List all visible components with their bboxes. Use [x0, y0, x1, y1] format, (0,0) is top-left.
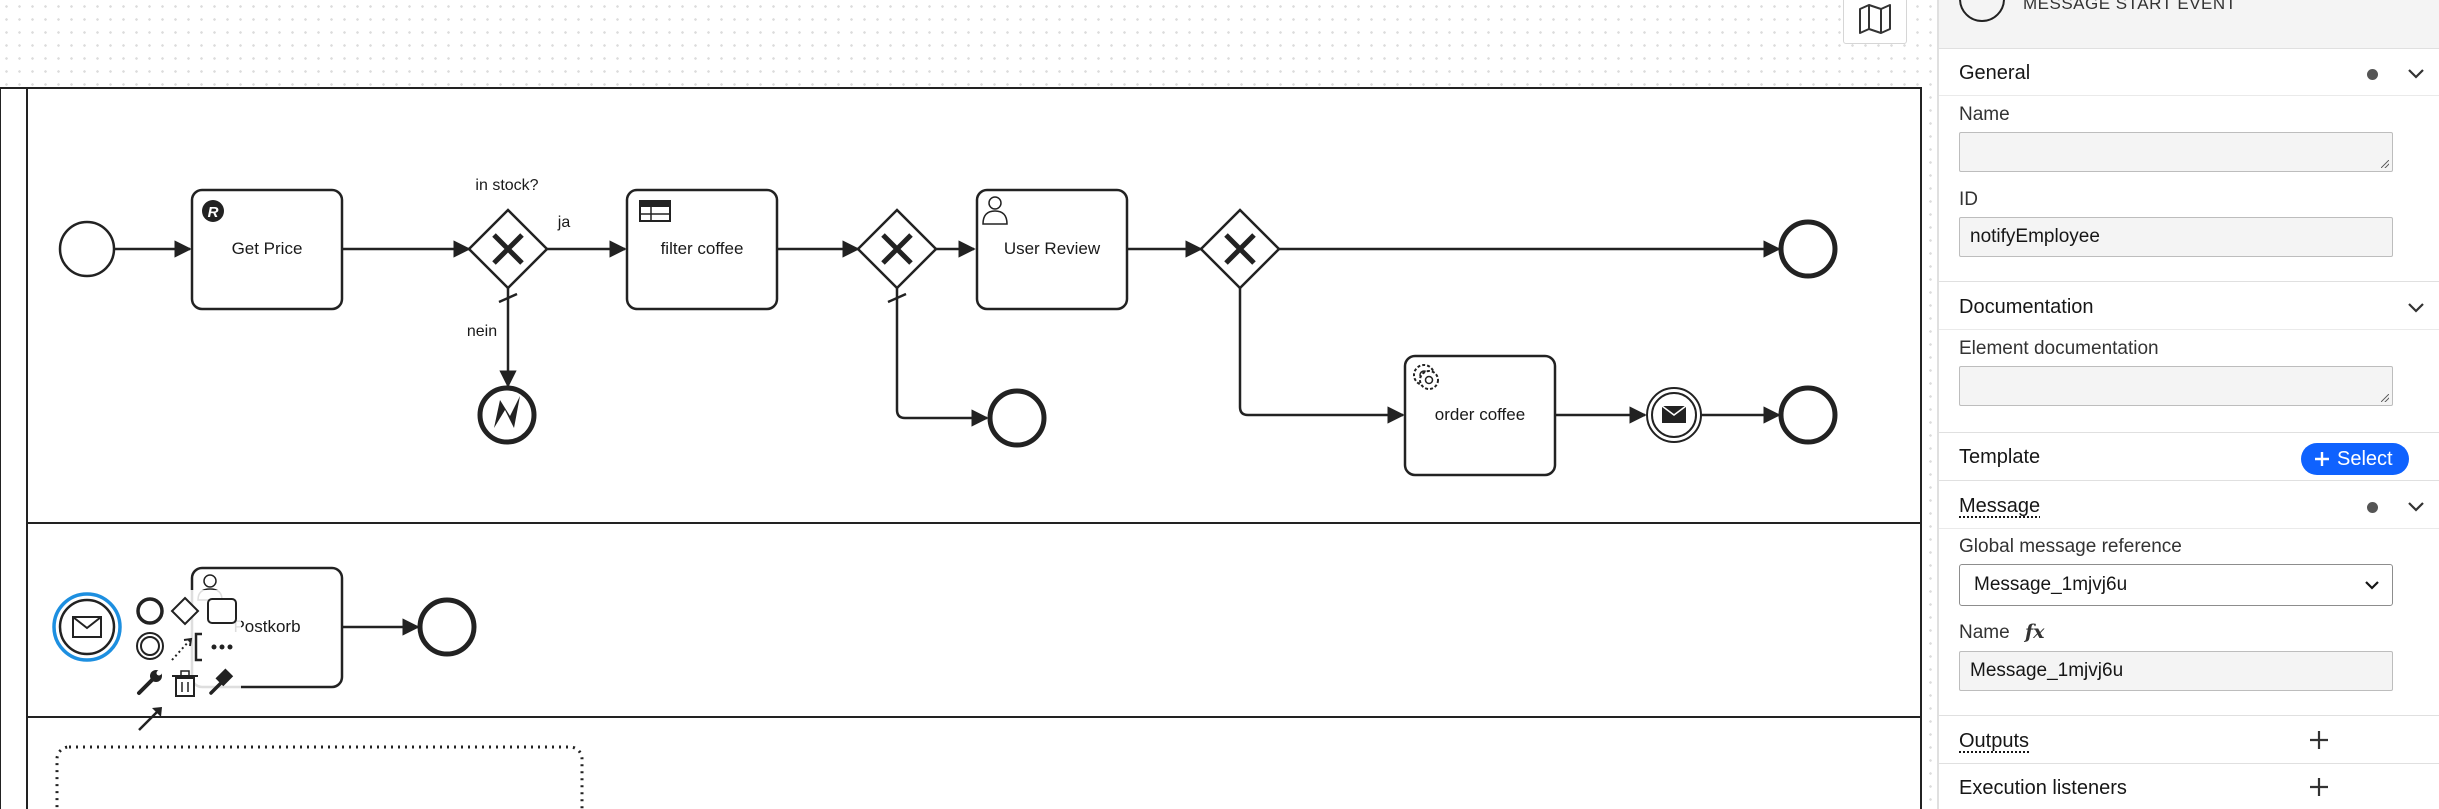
id-field[interactable]: notifyEmployee: [1959, 217, 2393, 257]
default-flow-marker: [887, 292, 907, 304]
connect-arrow-icon[interactable]: [138, 707, 162, 731]
exclusive-x-icon: [881, 233, 913, 265]
add-execution-listener-icon[interactable]: [2307, 775, 2331, 799]
envelope-icon: [1661, 405, 1687, 423]
exclusive-x-icon: [1224, 233, 1256, 265]
default-flow-marker: [498, 292, 518, 304]
template-select-label: Select: [2337, 448, 2393, 470]
template-select-button[interactable]: Select: [2301, 443, 2409, 475]
id-label: ID: [1959, 189, 1978, 210]
task-user-review[interactable]: User Review: [975, 188, 1129, 311]
sequence-flow[interactable]: [895, 288, 989, 427]
minimap-toggle[interactable]: [1843, 0, 1907, 44]
element-documentation-label: Element documentation: [1959, 338, 2159, 359]
business-rule-icon: R: [202, 200, 224, 222]
user-icon: [982, 196, 1008, 225]
divider: [1939, 432, 2439, 433]
group-title: Outputs: [1959, 730, 2030, 752]
error-icon: [494, 396, 520, 428]
sequence-flow[interactable]: [1238, 288, 1405, 424]
flow-label-no: nein: [467, 323, 497, 340]
message-name-field[interactable]: Message_1mjvj6u: [1959, 651, 2393, 691]
task-label: Get Price: [232, 239, 303, 258]
map-icon: [1859, 4, 1891, 34]
group-title: Message: [1959, 495, 2041, 517]
connect-icon[interactable]: [171, 637, 193, 661]
gateway-label: in stock?: [475, 177, 538, 194]
data-marker-icon: [2367, 502, 2378, 513]
end-event-2[interactable]: [987, 388, 1047, 448]
chevron-down-icon[interactable]: [2405, 296, 2427, 318]
add-output-icon[interactable]: [2307, 728, 2331, 752]
name-label: Name: [1959, 104, 2010, 125]
group-title: General: [1959, 62, 2031, 84]
more-icon[interactable]: [211, 644, 233, 650]
template-label: Template: [1959, 446, 2041, 468]
chevron-down-icon[interactable]: [2405, 495, 2427, 517]
append-end-event-icon[interactable]: [136, 597, 164, 625]
gear-icon: [1413, 364, 1439, 390]
name-field[interactable]: [1959, 132, 2393, 172]
task-order-coffee[interactable]: order coffee: [1403, 354, 1557, 477]
message-name-label-text: Name: [1959, 622, 2010, 643]
group-message-header[interactable]: Message: [1939, 483, 2439, 529]
wrench-icon[interactable]: [137, 670, 162, 695]
task-label: filter coffee: [661, 239, 744, 258]
end-event-lane2[interactable]: [417, 597, 477, 657]
trash-icon[interactable]: [172, 670, 198, 697]
group-title: Documentation: [1959, 296, 2094, 318]
chevron-down-icon[interactable]: [2405, 62, 2427, 84]
paint-brush-icon[interactable]: [209, 668, 234, 695]
data-marker-icon: [2367, 69, 2378, 80]
panel-header: MESSAGE START EVENT: [1939, 0, 2439, 49]
group-outputs-header[interactable]: Outputs: [1939, 718, 2439, 764]
element-type-icon: [1959, 0, 2005, 22]
element-type-label: MESSAGE START EVENT: [2023, 0, 2237, 13]
task-label: User Review: [1004, 239, 1101, 258]
error-end-event[interactable]: [477, 385, 537, 445]
global-message-reference-label: Global message reference: [1959, 536, 2182, 557]
group-title: Execution listeners: [1959, 777, 2127, 799]
end-event-4[interactable]: [1778, 385, 1838, 445]
text-annotation-icon[interactable]: [194, 632, 202, 662]
envelope-icon: [72, 616, 102, 638]
message-start-event-selected[interactable]: [52, 592, 122, 662]
append-task-icon[interactable]: [207, 598, 237, 624]
divider: [1939, 715, 2439, 716]
bpmn-canvas[interactable]: R Get Price in stock? ja nein filter cof…: [0, 0, 1935, 809]
append-intermediate-event-icon[interactable]: [136, 632, 164, 660]
properties-panel: MESSAGE START EVENT General Name ID noti…: [1937, 0, 2439, 809]
divider: [1939, 480, 2439, 481]
task-get-price[interactable]: R Get Price: [190, 188, 344, 311]
global-message-reference-select[interactable]: Message_1mjvj6u: [1959, 564, 2393, 606]
context-pad[interactable]: [129, 590, 241, 731]
group-execution-listeners-header[interactable]: Execution listeners: [1939, 765, 2439, 809]
task-label: order coffee: [1435, 405, 1525, 424]
group-general-header[interactable]: General: [1939, 50, 2439, 96]
message-name-label: Name fx: [1959, 621, 2044, 644]
svg-text:R: R: [208, 204, 219, 221]
task-filter-coffee[interactable]: filter coffee: [625, 188, 779, 311]
selection-outline: [52, 592, 122, 662]
chevron-down-icon: [2365, 581, 2379, 590]
selected-value: Message_1mjvj6u: [1974, 574, 2128, 595]
flow-label-yes: ja: [557, 214, 571, 231]
element-documentation-field[interactable]: [1959, 366, 2393, 406]
divider: [1939, 281, 2439, 282]
exclusive-x-icon: [492, 233, 524, 265]
group-documentation-header[interactable]: Documentation: [1939, 284, 2439, 330]
append-gateway-icon[interactable]: [170, 596, 200, 626]
fx-icon[interactable]: fx: [2024, 621, 2045, 643]
task-label: Postkorb: [233, 617, 300, 636]
plus-icon: [2315, 452, 2329, 466]
message-throw-event[interactable]: [1646, 387, 1702, 443]
start-event[interactable]: [58, 220, 116, 278]
divider: [1939, 763, 2439, 764]
end-event-3[interactable]: [1778, 219, 1838, 279]
table-icon: [639, 200, 671, 222]
